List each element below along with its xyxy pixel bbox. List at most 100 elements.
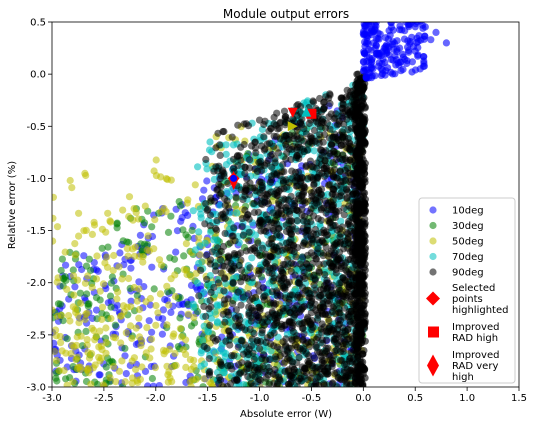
10deg-point [442, 39, 450, 47]
90deg-point [262, 190, 270, 198]
90deg-point [322, 336, 330, 344]
50deg-point [75, 319, 83, 327]
legend-label-line: points [452, 294, 483, 305]
90deg-point [268, 150, 276, 159]
10deg-point [384, 42, 392, 50]
90deg-point [212, 267, 220, 275]
90deg-point [205, 355, 213, 363]
90deg-point [320, 131, 328, 139]
50deg-point [132, 208, 140, 217]
90deg-point [273, 316, 281, 324]
90deg-point [334, 316, 342, 324]
90deg-point [289, 115, 297, 123]
90deg-point [352, 343, 361, 351]
10deg-point [408, 58, 416, 66]
50deg-point [163, 282, 171, 290]
legend-label: Improved RAD high [452, 322, 499, 344]
90deg-point [281, 121, 289, 129]
90deg-point [306, 358, 314, 366]
50deg-point [147, 335, 156, 343]
50deg-point [71, 240, 79, 248]
10deg-point [135, 278, 143, 286]
90deg-point [267, 176, 276, 184]
y-tick-label: -3.0 [26, 383, 46, 394]
90deg-point [302, 259, 310, 268]
marker-circle [230, 174, 238, 182]
90deg-point [300, 184, 308, 192]
30deg-point [85, 300, 93, 308]
70deg-point [207, 228, 215, 236]
90deg-point [359, 227, 367, 235]
90deg-point [267, 331, 275, 339]
90deg-point [270, 142, 278, 150]
90deg-point [246, 296, 254, 305]
90deg-point [314, 215, 322, 223]
90deg-point [359, 148, 367, 156]
30deg-point [106, 292, 115, 300]
10deg-point [200, 186, 208, 194]
90deg-point [220, 296, 229, 304]
90deg-point [237, 336, 245, 345]
90deg-point [235, 361, 243, 369]
50deg-point [135, 314, 143, 322]
90deg-point [324, 368, 332, 376]
70deg-point [197, 214, 205, 222]
90deg-point [263, 140, 271, 148]
90deg-point [361, 312, 369, 320]
30deg-point [85, 255, 93, 263]
30deg-point [141, 240, 149, 248]
90deg-point [286, 229, 294, 237]
50deg-point [167, 176, 175, 184]
90deg-point [299, 217, 307, 225]
90deg-point [251, 165, 259, 173]
90deg-point [250, 355, 258, 363]
legend-marker-icon [429, 252, 437, 261]
30deg-point [133, 291, 141, 300]
50deg-point [122, 329, 130, 337]
90deg-point [212, 144, 220, 152]
90deg-point [316, 303, 324, 311]
10deg-point [392, 61, 400, 69]
50deg-point [142, 298, 150, 306]
50deg-point [143, 246, 151, 254]
10deg-point [427, 36, 435, 44]
70deg-point [310, 147, 318, 155]
30deg-point [176, 314, 184, 322]
50deg-point [182, 240, 190, 248]
90deg-point [329, 172, 337, 181]
90deg-point [295, 155, 303, 163]
90deg-point [269, 277, 277, 285]
10deg-point [94, 267, 102, 275]
90deg-point [340, 245, 348, 253]
90deg-point [284, 244, 292, 252]
90deg-point [279, 304, 287, 313]
50deg-point [165, 301, 173, 309]
90deg-point [235, 319, 243, 327]
90deg-point [314, 310, 322, 318]
30deg-point [69, 266, 77, 274]
90deg-point [311, 195, 320, 203]
90deg-point [260, 321, 268, 329]
10deg-point [369, 65, 377, 73]
data-points [52, 22, 450, 387]
50deg-point [165, 345, 174, 353]
90deg-point [357, 307, 365, 315]
90deg-point [241, 169, 249, 177]
90deg-point [279, 338, 287, 346]
10deg-point [148, 328, 156, 336]
90deg-point [315, 381, 323, 387]
30deg-point [83, 290, 91, 298]
90deg-point [232, 193, 240, 201]
90deg-point [241, 274, 249, 282]
50deg-point [125, 193, 134, 201]
90deg-point [232, 306, 240, 314]
90deg-point [297, 306, 305, 314]
90deg-point [225, 253, 233, 261]
10deg-point [113, 301, 121, 309]
90deg-point [276, 231, 284, 239]
90deg-point [262, 211, 270, 219]
90deg-point [356, 328, 364, 336]
90deg-point [338, 94, 346, 102]
90deg-point [346, 156, 354, 164]
